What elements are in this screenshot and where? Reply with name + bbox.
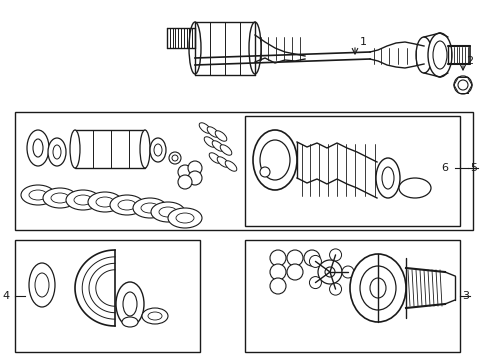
Ellipse shape [74,195,92,205]
Ellipse shape [359,266,395,310]
Ellipse shape [432,41,446,69]
Ellipse shape [118,200,136,210]
Ellipse shape [212,141,224,151]
Ellipse shape [140,130,150,168]
Ellipse shape [341,266,353,278]
Ellipse shape [286,264,303,280]
Bar [244,116,459,226]
Ellipse shape [207,127,218,137]
Ellipse shape [133,198,167,218]
Ellipse shape [329,249,341,261]
Ellipse shape [369,278,385,298]
Bar [15,240,200,352]
Ellipse shape [187,171,202,185]
Text: 1: 1 [359,37,366,47]
Ellipse shape [33,139,43,157]
Ellipse shape [248,22,261,74]
Ellipse shape [53,145,61,159]
Bar [75,130,145,168]
Ellipse shape [70,130,80,168]
Bar [244,240,459,352]
Ellipse shape [260,167,269,177]
Ellipse shape [309,255,321,267]
Ellipse shape [453,76,471,94]
Ellipse shape [225,161,236,171]
Text: 4: 4 [3,291,10,301]
Ellipse shape [178,175,192,189]
Ellipse shape [51,193,69,203]
Ellipse shape [269,250,285,266]
Ellipse shape [286,250,303,266]
Ellipse shape [269,278,285,294]
Ellipse shape [148,312,162,320]
Text: 5: 5 [469,163,476,173]
Ellipse shape [21,185,55,205]
Ellipse shape [169,152,181,164]
Ellipse shape [159,207,177,217]
Ellipse shape [317,260,341,284]
Ellipse shape [176,213,194,223]
Ellipse shape [269,264,285,280]
Ellipse shape [151,202,184,222]
Ellipse shape [27,130,49,166]
Ellipse shape [43,188,77,208]
Ellipse shape [217,157,228,167]
Ellipse shape [29,263,55,307]
Ellipse shape [48,138,66,166]
Ellipse shape [260,140,289,180]
Ellipse shape [150,138,165,162]
Ellipse shape [349,254,405,322]
Ellipse shape [457,80,467,90]
Ellipse shape [415,37,431,73]
Ellipse shape [220,145,231,155]
Ellipse shape [381,167,393,189]
Ellipse shape [375,158,399,198]
Ellipse shape [304,250,319,266]
Ellipse shape [309,276,321,289]
Text: 6: 6 [440,163,447,173]
Ellipse shape [116,282,143,326]
Ellipse shape [88,192,122,212]
Ellipse shape [427,33,451,77]
Ellipse shape [110,195,143,215]
Ellipse shape [168,208,202,228]
Ellipse shape [35,273,49,297]
Ellipse shape [215,131,226,141]
Ellipse shape [209,153,221,163]
Ellipse shape [123,292,137,316]
Ellipse shape [204,137,215,147]
Ellipse shape [66,190,100,210]
Text: 2: 2 [465,56,472,66]
Ellipse shape [172,155,178,161]
Ellipse shape [252,130,296,190]
Ellipse shape [329,283,341,295]
Ellipse shape [142,308,168,324]
Ellipse shape [325,267,334,277]
Ellipse shape [96,197,114,207]
Ellipse shape [398,178,430,198]
Bar [15,112,472,230]
Ellipse shape [141,203,159,213]
Ellipse shape [122,317,138,327]
Ellipse shape [29,190,47,200]
Ellipse shape [189,22,201,74]
Ellipse shape [187,161,202,175]
Text: 3: 3 [461,291,468,301]
Ellipse shape [154,144,162,156]
Ellipse shape [178,165,192,179]
Ellipse shape [199,123,210,133]
